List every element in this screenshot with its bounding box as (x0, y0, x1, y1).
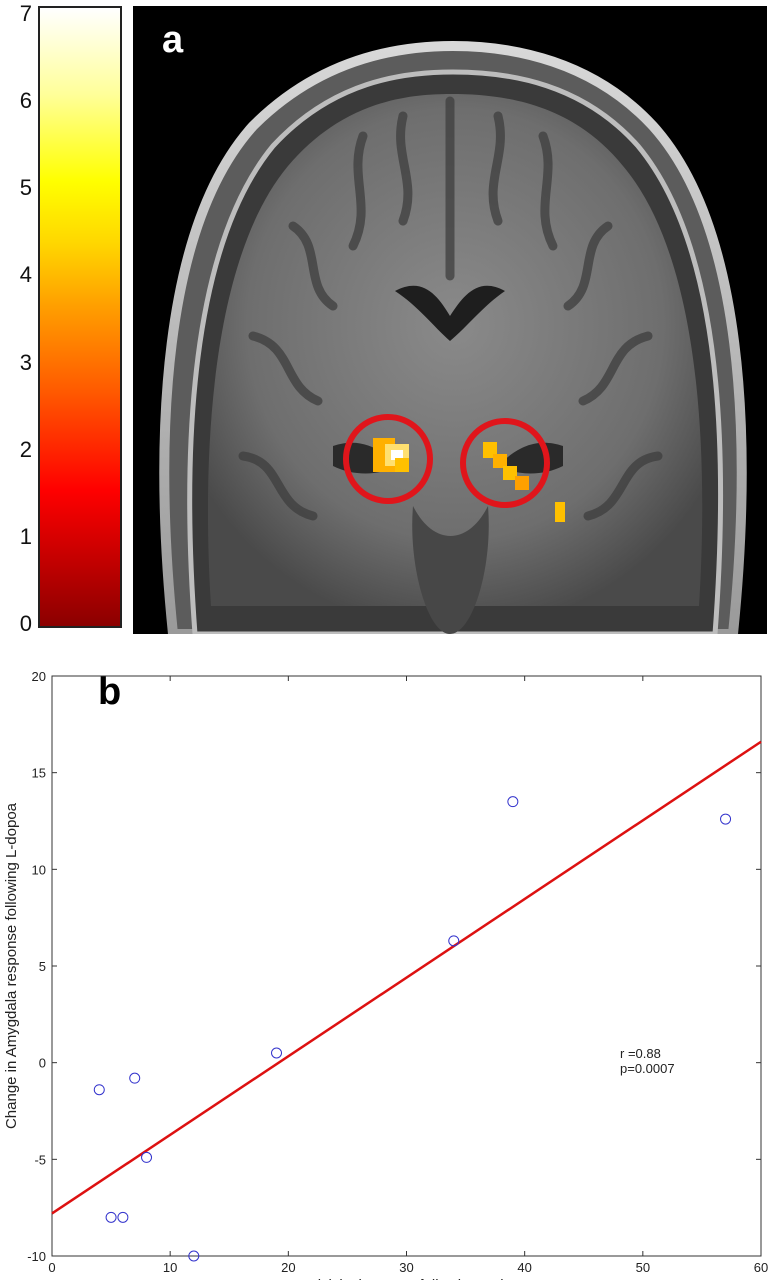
colorbar-tick-label: 1 (19, 523, 32, 549)
colorbar-tick-label: 4 (19, 262, 32, 288)
x-tick-label: 10 (163, 1260, 177, 1275)
x-tick-label: 40 (517, 1260, 531, 1275)
data-point (188, 1250, 200, 1262)
data-point (507, 796, 519, 808)
data-point (271, 1047, 283, 1059)
y-tick-label: 5 (39, 959, 46, 974)
colorbar-tick-label: 7 (19, 1, 32, 26)
plot-frame (51, 675, 762, 1257)
y-tick-label: 20 (32, 669, 46, 684)
brain-mri-image (133, 6, 767, 634)
data-point (720, 813, 732, 825)
brain-mri-drawing (159, 40, 747, 634)
x-tick-label: 50 (636, 1260, 650, 1275)
regression-line (51, 740, 762, 1215)
data-point (93, 1084, 105, 1096)
y-axis-label: Change in Amygdala response following L-… (3, 802, 20, 1129)
colorbar (38, 6, 122, 628)
x-tick-label: 20 (281, 1260, 295, 1275)
panel-b-label: b (98, 671, 122, 713)
colorbar-tick-label: 3 (19, 349, 32, 375)
scatter-plot: 0 10 20 30 40 50 60 -10 -5 0 5 10 15 20 Impulsivity in… (3, 669, 768, 1280)
colorbar-tick-label: 6 (19, 88, 32, 114)
colorbar-tick-label: 5 (19, 175, 32, 201)
data-point (129, 1072, 141, 1084)
y-tick-label: 0 (39, 1056, 46, 1071)
x-axis-label: Impulsivity increase following L-dopa (284, 1277, 529, 1280)
colorbar-tick-label: 2 (19, 436, 32, 462)
y-tick-label: -5 (34, 1152, 46, 1167)
y-tick-label: 15 (32, 766, 46, 781)
panel-a-label: a (162, 19, 184, 61)
stats-annotation: r =0.88 (620, 1046, 661, 1061)
x-tick-label: 30 (399, 1260, 413, 1275)
stats-annotation: p=0.0007 (620, 1061, 675, 1076)
data-point (117, 1211, 129, 1223)
y-tick-label: -10 (27, 1249, 46, 1264)
x-tick-label: 60 (754, 1260, 768, 1275)
x-tick-label: 0 (48, 1260, 55, 1275)
y-tick-label: 10 (32, 862, 46, 877)
data-point (141, 1151, 153, 1163)
data-point (448, 935, 460, 947)
data-point (105, 1211, 117, 1223)
colorbar-tick-label: 0 (19, 611, 32, 636)
